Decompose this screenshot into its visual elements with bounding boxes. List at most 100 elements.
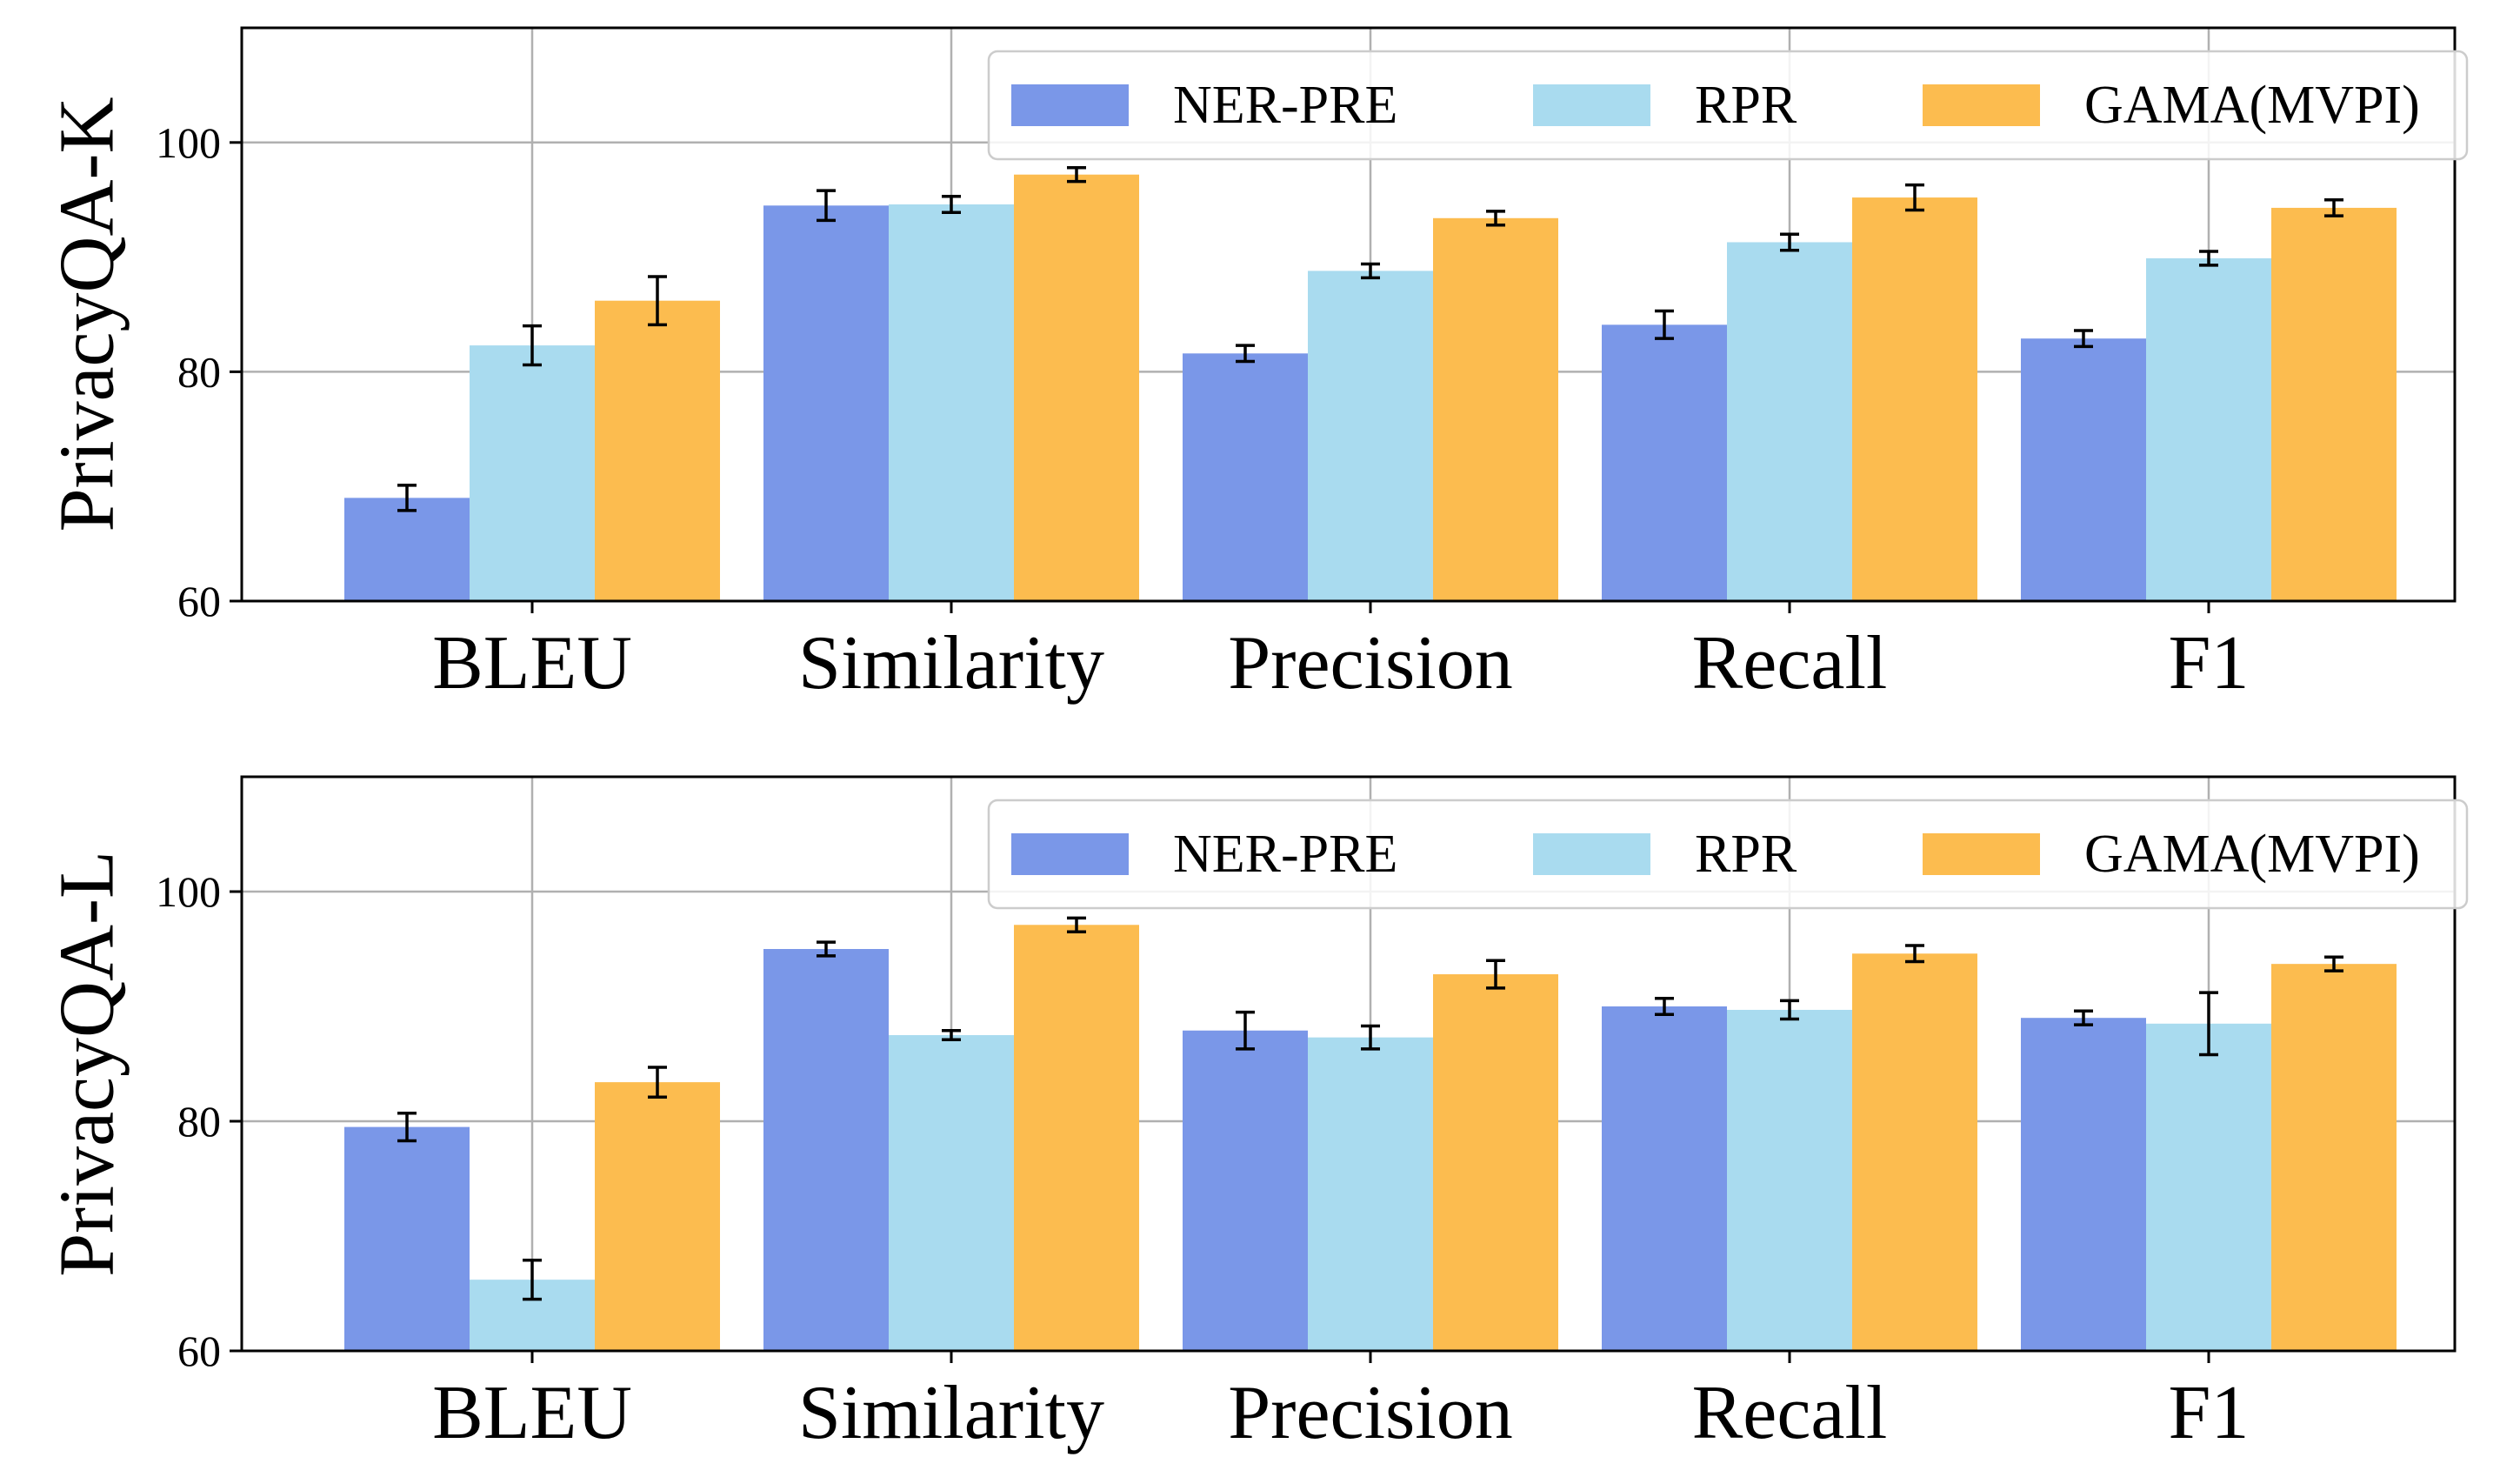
error-bar-gama-mvpi-similarity <box>1067 166 1086 184</box>
bar-gama-mvpi-bleu <box>595 300 720 601</box>
bar-ner-pre-bleu <box>344 1126 470 1351</box>
bar-gama-mvpi-recall <box>1852 197 1977 601</box>
panel-privacyqa-k: 60 80 100 BLEU Similarity Precision Recall F1 Pr… <box>44 26 2469 705</box>
legend-swatch <box>1923 84 2040 126</box>
y-axis: 60 80 100 <box>156 118 242 625</box>
y-axis-label: PrivacyQA-L <box>44 851 130 1277</box>
error-bar-ner-pre-f1 <box>2074 1009 2093 1026</box>
legend-swatch <box>1011 833 1129 875</box>
y-tick-label: 60 <box>177 1327 221 1375</box>
y-tick-label: 80 <box>177 347 221 396</box>
error-bar-gama-mvpi-precision <box>1486 959 1505 990</box>
error-bar-gama-mvpi-precision <box>1486 210 1505 227</box>
bar-gama-mvpi-precision <box>1433 974 1558 1351</box>
legend-swatch <box>1533 833 1650 875</box>
error-bar-gama-mvpi-recall <box>1905 183 1924 212</box>
x-tick-label-f1: F1 <box>2169 621 2250 705</box>
y-tick-label: 100 <box>156 867 221 916</box>
error-bar-rpr-similarity <box>942 194 961 214</box>
plot-frame <box>240 775 2457 1353</box>
bar-rpr-f1 <box>2146 257 2271 601</box>
legend-label: GAMA(MVPI) <box>2084 825 2420 884</box>
bar-rpr-similarity <box>889 204 1014 602</box>
bar-rpr-precision <box>1308 271 1433 601</box>
bar-ner-pre-f1 <box>2021 1018 2146 1351</box>
error-bar-rpr-bleu <box>523 324 542 367</box>
bar-gama-mvpi-precision <box>1433 217 1558 601</box>
legend-label: GAMA(MVPI) <box>2084 76 2420 135</box>
legend-label: RPR <box>1695 76 1797 135</box>
legend-entry-rpr: RPR <box>1533 76 1797 135</box>
bar-gama-mvpi-f1 <box>2271 964 2397 1351</box>
bar-rpr-recall <box>1727 242 1852 601</box>
legend-label: NER-PRE <box>1173 76 1397 135</box>
x-tick-label-similarity: Similarity <box>798 621 1104 705</box>
plot-frame <box>240 26 2457 603</box>
bar-rpr-recall <box>1727 1009 1852 1351</box>
bar-ner-pre-recall <box>1602 324 1727 601</box>
error-bar-rpr-bleu <box>523 1258 542 1301</box>
bar-gama-mvpi-f1 <box>2271 207 2397 601</box>
error-bar-rpr-similarity <box>942 1028 961 1042</box>
error-bar-ner-pre-similarity <box>817 940 836 958</box>
bar-ner-pre-bleu <box>344 498 470 601</box>
x-tick-label-recall: Recall <box>1692 1371 1888 1455</box>
error-bar-ner-pre-similarity <box>817 189 836 223</box>
legend-entry-ner-pre: NER-PRE <box>1011 76 1397 135</box>
bar-rpr-f1 <box>2146 1023 2271 1351</box>
legend-swatch <box>1923 833 2040 875</box>
panel-privacyqa-l: 60 80 100 BLEU Similarity Precision Recall F1 Pr… <box>44 775 2469 1455</box>
legend-box <box>987 50 2469 161</box>
error-bar-gama-mvpi-bleu <box>648 1066 667 1099</box>
bar-ner-pre-similarity <box>763 205 889 602</box>
error-bar-ner-pre-bleu <box>397 484 417 512</box>
y-tick-label: 80 <box>177 1097 221 1146</box>
y-axis: 60 80 100 <box>156 867 242 1375</box>
bar-rpr-similarity <box>889 1035 1014 1351</box>
error-bar-gama-mvpi-bleu <box>648 275 667 327</box>
bar-ner-pre-precision <box>1183 353 1308 601</box>
bar-ner-pre-similarity <box>763 949 889 1351</box>
y-axis-label: PrivacyQA-K <box>44 97 130 532</box>
legend: NER-PRE RPR GAMA(MVPI) <box>987 799 2469 910</box>
legend-entry-gama-mvpi: GAMA(MVPI) <box>1923 825 2420 884</box>
legend-box <box>987 799 2469 910</box>
bars <box>344 166 2397 602</box>
x-axis: BLEU Similarity Precision Recall F1 <box>432 601 2249 705</box>
bars <box>344 916 2397 1351</box>
bar-gama-mvpi-similarity <box>1014 174 1139 602</box>
bar-gama-mvpi-similarity <box>1014 925 1139 1351</box>
error-bar-rpr-precision <box>1361 262 1380 280</box>
x-axis: BLEU Similarity Precision Recall F1 <box>432 1351 2249 1455</box>
x-tick-label-bleu: BLEU <box>432 1371 632 1455</box>
y-tick-label: 60 <box>177 577 221 625</box>
legend-entry-ner-pre: NER-PRE <box>1011 825 1397 884</box>
error-bar-ner-pre-precision <box>1236 344 1255 364</box>
bar-gama-mvpi-recall <box>1852 953 1977 1351</box>
error-bar-ner-pre-bleu <box>397 1112 417 1143</box>
bar-gama-mvpi-bleu <box>595 1082 720 1351</box>
error-bar-ner-pre-recall <box>1655 309 1674 340</box>
error-bar-gama-mvpi-recall <box>1905 944 1924 964</box>
legend-label: NER-PRE <box>1173 825 1397 884</box>
y-tick-label: 100 <box>156 118 221 167</box>
error-bar-rpr-recall <box>1780 999 1799 1021</box>
legend: NER-PRE RPR GAMA(MVPI) <box>987 50 2469 161</box>
bar-ner-pre-f1 <box>2021 338 2146 601</box>
x-tick-label-recall: Recall <box>1692 621 1888 705</box>
legend-label: RPR <box>1695 825 1797 884</box>
legend-swatch <box>1533 84 1650 126</box>
error-bar-gama-mvpi-f1 <box>2324 955 2343 972</box>
error-bar-gama-mvpi-similarity <box>1067 916 1086 933</box>
bar-ner-pre-precision <box>1183 1030 1308 1351</box>
x-tick-label-precision: Precision <box>1228 621 1513 705</box>
error-bar-rpr-precision <box>1361 1024 1380 1051</box>
x-tick-label-precision: Precision <box>1228 1371 1513 1455</box>
error-bar-gama-mvpi-f1 <box>2324 197 2343 217</box>
error-bar-ner-pre-f1 <box>2074 329 2093 349</box>
legend-entry-rpr: RPR <box>1533 825 1797 884</box>
error-bar-ner-pre-recall <box>1655 997 1674 1016</box>
bar-rpr-bleu <box>470 345 595 601</box>
x-tick-label-bleu: BLEU <box>432 621 632 705</box>
